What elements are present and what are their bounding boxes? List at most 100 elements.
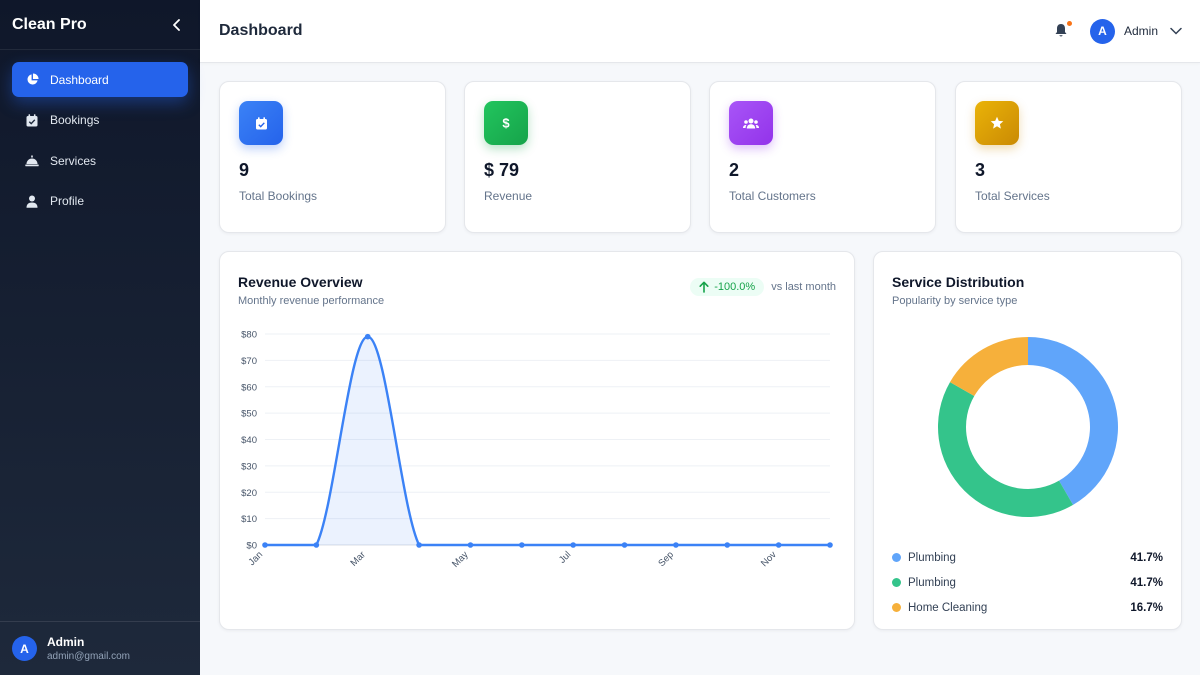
sidebar-item-label: Dashboard	[50, 72, 109, 87]
x-tick-label: Jul	[557, 549, 573, 565]
trend-value: -100.0%	[714, 281, 756, 293]
stat-label: Revenue	[484, 189, 533, 203]
donut-slice	[938, 382, 1074, 517]
pie-chart-icon	[25, 73, 39, 87]
stat-label: Total Bookings	[239, 189, 318, 203]
legend-swatch	[892, 553, 901, 562]
header-actions: A Admin	[1054, 18, 1182, 44]
users-icon	[729, 101, 773, 145]
chevron-left-icon[interactable]	[168, 16, 186, 34]
chevron-down-icon[interactable]	[1170, 25, 1182, 37]
x-tick-label: Sep	[656, 549, 676, 569]
calendar-check-icon	[239, 101, 283, 145]
donut-slice	[950, 337, 1028, 397]
legend-percent: 16.7%	[1130, 601, 1163, 614]
data-point	[467, 542, 474, 548]
legend-label: Home Cleaning	[908, 601, 988, 614]
brand-name: Clean Pro	[12, 15, 87, 33]
sidebar-item-label: Services	[50, 153, 97, 168]
dollar-icon: $	[484, 101, 528, 145]
data-point	[262, 542, 268, 548]
sidebar-item-bookings[interactable]: Bookings	[12, 103, 188, 138]
revenue-title: Revenue Overview	[238, 274, 363, 290]
stat-value: 9	[239, 160, 250, 180]
data-point	[724, 542, 731, 548]
data-point	[673, 542, 679, 548]
y-tick-label: $20	[241, 488, 257, 499]
y-tick-label: $10	[241, 514, 257, 525]
stat-card-services: 3 Total Services	[955, 81, 1182, 233]
data-point	[364, 333, 371, 340]
sidebar-item-label: Profile	[50, 194, 85, 208]
data-point	[313, 542, 320, 548]
revenue-area	[265, 336, 830, 545]
distribution-panel: Service Distribution Popularity by servi…	[873, 251, 1182, 630]
sidebar: Clean Pro Dashboard Bookings Services	[0, 0, 200, 675]
donut-chart	[938, 337, 1118, 517]
stat-label: Total Services	[975, 189, 1050, 203]
bell-icon[interactable]	[1054, 21, 1072, 39]
stat-card-bookings: 9 Total Bookings	[219, 81, 446, 233]
distribution-title: Service Distribution	[892, 274, 1025, 290]
x-tick-label: Mar	[348, 549, 367, 568]
trend-badge: -100.0%	[690, 278, 765, 296]
service-bell-icon	[25, 154, 39, 168]
y-tick-label: $50	[241, 409, 257, 420]
brand-bar: Clean Pro	[0, 0, 200, 50]
y-tick-label: $0	[246, 541, 257, 552]
revenue-subtitle: Monthly revenue performance	[238, 295, 385, 307]
x-tick-label: May	[450, 549, 471, 570]
sidebar-nav: Dashboard Bookings Services Profile	[0, 50, 200, 236]
y-tick-label: $40	[241, 435, 257, 446]
revenue-chart: $0 $10 $20 $30 $40 $50 $60 $70 $80 Jan Mar May Jul Se…	[241, 330, 833, 570]
user-meta: Admin admin@gmail.com	[47, 635, 130, 662]
y-tick-label: $60	[241, 382, 257, 393]
sidebar-user[interactable]: A Admin admin@gmail.com	[0, 621, 200, 675]
data-point	[775, 542, 782, 548]
y-tick-label: $30	[241, 461, 257, 472]
star-icon	[975, 101, 1019, 145]
legend-item: Home Cleaning 16.7%	[892, 595, 1163, 620]
notification-dot	[1066, 21, 1072, 26]
x-tick-label: Jan	[247, 549, 266, 568]
sidebar-item-dashboard[interactable]: Dashboard	[12, 62, 188, 97]
header-user-name[interactable]: Admin	[1123, 24, 1158, 38]
avatar: A	[12, 636, 37, 661]
y-tick-label: $70	[241, 356, 257, 367]
legend-item: Plumbing 41.7%	[892, 570, 1163, 595]
user-name: Admin	[47, 635, 85, 649]
y-tick-label: $80	[241, 330, 257, 341]
sidebar-item-label: Bookings	[50, 113, 100, 127]
data-point	[570, 542, 576, 548]
svg-text:$: $	[502, 116, 510, 130]
header-avatar[interactable]: A	[1089, 18, 1115, 44]
stat-value: $ 79	[484, 160, 520, 180]
legend-swatch	[892, 603, 901, 612]
data-point	[416, 542, 422, 548]
legend-label: Plumbing	[908, 576, 956, 589]
stat-card-revenue: $ $ 79 Revenue	[464, 81, 691, 233]
arrow-up-icon	[699, 281, 709, 293]
sidebar-item-services[interactable]: Services	[12, 143, 188, 178]
user-email: admin@gmail.com	[47, 651, 130, 662]
stat-value: 2	[729, 160, 740, 180]
trend-note: vs last month	[771, 281, 836, 293]
revenue-panel: Revenue Overview Monthly revenue perform…	[219, 251, 855, 630]
trend-indicator: -100.0% vs last month	[690, 278, 836, 296]
legend-percent: 41.7%	[1130, 551, 1163, 564]
distribution-subtitle: Popularity by service type	[892, 295, 1018, 307]
donut-slice	[1028, 337, 1118, 505]
top-header: Dashboard A Admin	[200, 0, 1200, 63]
sidebar-item-profile[interactable]: Profile	[12, 184, 188, 219]
legend-label: Plumbing	[908, 551, 956, 564]
user-icon	[25, 194, 39, 208]
legend-percent: 41.7%	[1130, 576, 1163, 589]
data-point	[519, 542, 525, 548]
legend-swatch	[892, 578, 901, 587]
calendar-check-icon	[25, 113, 39, 127]
legend-item: Plumbing 41.7%	[892, 545, 1163, 570]
stat-value: 3	[975, 160, 986, 180]
data-point	[827, 542, 833, 548]
stat-label: Total Customers	[729, 189, 816, 203]
page-title: Dashboard	[219, 22, 303, 39]
